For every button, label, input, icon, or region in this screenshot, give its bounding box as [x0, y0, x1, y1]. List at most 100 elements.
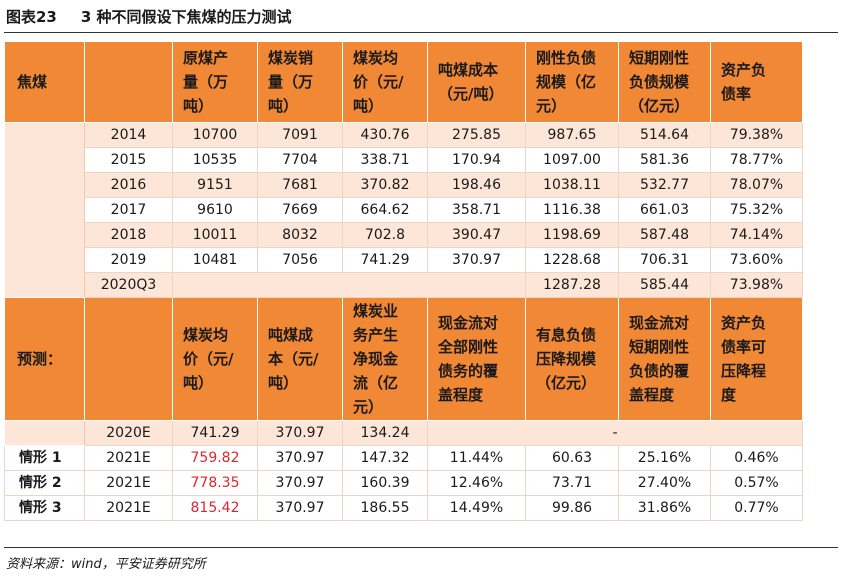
year-cell: 2020Q3: [84, 272, 173, 298]
scenario-label: 情形 3: [4, 495, 85, 521]
table-row: 2020Q3 1287.28 585.44 73.98%: [5, 272, 803, 298]
data-cell: 338.71: [342, 147, 428, 173]
data-cell: 1198.69: [525, 222, 619, 248]
data-cell: 7681: [257, 172, 343, 198]
year-cell: 2014: [84, 122, 173, 148]
data-cell: 0.77%: [710, 495, 803, 521]
data-cell: 170.94: [427, 147, 526, 173]
column-header: 有息负债 压降规模 （亿元）: [525, 297, 619, 421]
data-cell: 0.57%: [710, 470, 803, 496]
data-cell: 390.47: [427, 222, 526, 248]
column-header: 现金流对 短期刚性 负债的覆 盖程度: [618, 297, 711, 421]
data-cell: 198.46: [427, 172, 526, 198]
data-cell: 1228.68: [525, 247, 619, 273]
empty-span-cell: [172, 272, 526, 298]
data-cell: 78.77%: [710, 147, 803, 173]
data-cell: 9151: [172, 172, 258, 198]
data-cell: 514.64: [618, 122, 711, 148]
year-cell: 2017: [84, 197, 173, 223]
data-cell: 532.77: [618, 172, 711, 198]
table-row: 2017 9610 7669 664.62 358.71 1116.38 661.03 75.…: [5, 197, 803, 223]
data-cell: 661.03: [618, 197, 711, 223]
data-cell: 73.71: [525, 470, 619, 496]
table-row: 2014 10700 7091 430.76 275.85 987.65 514.64 79.…: [4, 122, 803, 298]
year-cell: 2019: [84, 247, 173, 273]
table-row: 情形 1 2021E 759.82 370.97 147.32 11.44% 60.63 25…: [4, 445, 803, 471]
base-side-cell: [4, 420, 85, 446]
data-cell: 11.44%: [427, 445, 526, 471]
column-header: 现金流对 全部刚性 债务的覆 盖程度: [427, 297, 526, 421]
history-header-row: 焦煤 原煤产 量（万 吨） 煤炭销 量（万 吨） 煤炭均 价（元/ 吨） 吨煤成本 （元…: [4, 41, 803, 123]
data-cell: 10481: [172, 247, 258, 273]
data-cell: 60.63: [525, 445, 619, 471]
data-cell: 741.29: [172, 420, 258, 446]
data-cell: 7669: [257, 197, 343, 223]
data-cell: 581.36: [618, 147, 711, 173]
data-cell: 7056: [257, 247, 343, 273]
data-cell: 702.8: [342, 222, 428, 248]
bottom-rule: [4, 547, 838, 548]
data-cell: 664.62: [342, 197, 428, 223]
data-cell: 275.85: [427, 122, 526, 148]
data-cell: 706.31: [618, 247, 711, 273]
data-cell: 78.07%: [710, 172, 803, 198]
data-cell: 10700: [172, 122, 258, 148]
data-cell: 370.97: [257, 470, 343, 496]
year-cell: 2015: [84, 147, 173, 173]
data-cell: 31.86%: [618, 495, 711, 521]
table-row: 2015 10535 7704 338.71 170.94 1097.00 581.36 78…: [5, 147, 803, 173]
period-cell: 2020E: [84, 420, 173, 446]
period-cell: 2021E: [84, 445, 173, 471]
data-cell: 25.16%: [618, 445, 711, 471]
data-cell: 27.40%: [618, 470, 711, 496]
column-header: 刚性负债 规模（亿 元）: [525, 41, 619, 123]
data-cell: 1287.28: [525, 272, 619, 298]
data-cell: 14.49%: [427, 495, 526, 521]
period-cell: 2021E: [84, 495, 173, 521]
data-cell: 587.48: [618, 222, 711, 248]
data-cell: 370.97: [427, 247, 526, 273]
source-note: 资料来源：wind，平安证券研究所: [6, 557, 206, 572]
price-cell-highlight: 778.35: [172, 470, 258, 496]
data-cell: 585.44: [618, 272, 711, 298]
table-row: 情形 2 2021E 778.35 370.97 160.39 12.46% 73.71 27…: [4, 470, 803, 496]
year-cell: 2018: [84, 222, 173, 248]
column-header: 煤炭销 量（万 吨）: [257, 41, 343, 123]
data-cell: 74.14%: [710, 222, 803, 248]
data-cell: 370.97: [257, 495, 343, 521]
data-cell: 430.76: [342, 122, 428, 148]
table-row: 情形 3 2021E 815.42 370.97 186.55 14.49% 99.86 31…: [4, 495, 803, 521]
data-cell: 12.46%: [427, 470, 526, 496]
figure-number: 图表23: [6, 8, 57, 26]
column-header: 吨煤成本 （元/吨）: [427, 41, 526, 123]
year-cell: 2016: [84, 172, 173, 198]
data-cell: 358.71: [427, 197, 526, 223]
column-header: 资产负 债率可 压降程 度: [710, 297, 803, 421]
data-cell: 160.39: [342, 470, 428, 496]
header-blank: [84, 41, 173, 123]
dash-cell: -: [427, 420, 803, 446]
data-cell: 1038.11: [525, 172, 619, 198]
table-row: 2019 10481 7056 741.29 370.97 1228.68 706.31 73…: [5, 247, 803, 273]
column-header: 煤炭业 务产生 净现金 流（亿 元）: [342, 297, 428, 421]
data-cell: 370.82: [342, 172, 428, 198]
data-cell: 0.46%: [710, 445, 803, 471]
data-cell: 79.38%: [710, 122, 803, 148]
column-header: 原煤产 量（万 吨）: [172, 41, 258, 123]
data-cell: 99.86: [525, 495, 619, 521]
header-blank: [84, 297, 173, 421]
figure-caption: 3 种不同假设下焦煤的压力测试: [80, 8, 292, 26]
column-header: 煤炭均 价（元/ 吨）: [172, 297, 258, 421]
forecast-header-row: 预测： 煤炭均 价（元/ 吨） 吨煤成 本（元/ 吨） 煤炭业 务产生 净现金 流（亿…: [4, 297, 803, 421]
history-side-cell: [4, 122, 85, 298]
top-rule: [4, 32, 838, 33]
column-header: 短期刚性 负债规模 （亿元）: [618, 41, 711, 123]
data-cell: 370.97: [257, 445, 343, 471]
data-cell: 8032: [257, 222, 343, 248]
data-cell: 370.97: [257, 420, 343, 446]
data-cell: 73.98%: [710, 272, 803, 298]
column-header: 煤炭均 价（元/ 吨）: [342, 41, 428, 123]
figure-title: 图表23 3 种不同假设下焦煤的压力测试: [6, 6, 292, 27]
table-row: 2018 10011 8032 702.8 390.47 1198.69 587.48 74.…: [5, 222, 803, 248]
stress-test-table: 焦煤 原煤产 量（万 吨） 煤炭销 量（万 吨） 煤炭均 价（元/ 吨） 吨煤成本 （元…: [4, 41, 803, 521]
